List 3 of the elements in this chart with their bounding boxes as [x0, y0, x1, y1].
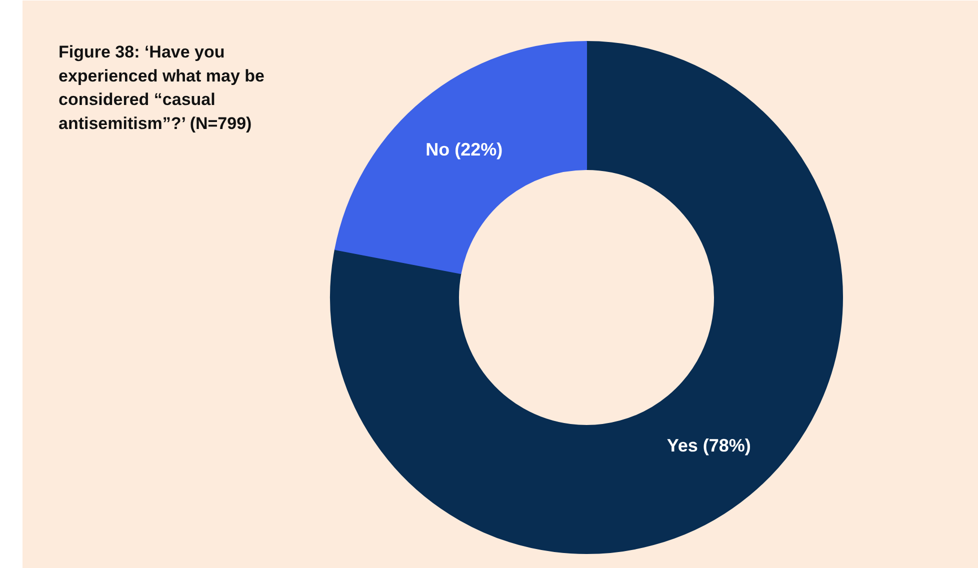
slice-label: Yes (78%) — [666, 435, 751, 456]
text: Figure 38: ‘Have you experienced what may be considered “casual antisemitism”?’ (N=799) — [58, 42, 264, 133]
slice-label: No (22%) — [426, 140, 503, 160]
